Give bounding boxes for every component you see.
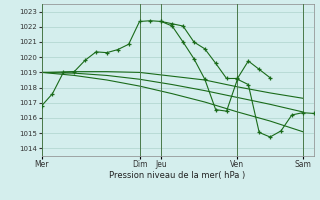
X-axis label: Pression niveau de la mer( hPa ): Pression niveau de la mer( hPa )	[109, 171, 246, 180]
